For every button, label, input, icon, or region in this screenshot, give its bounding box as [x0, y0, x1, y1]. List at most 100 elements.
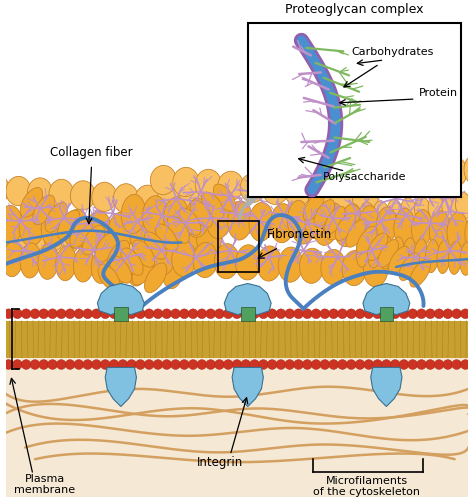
Ellipse shape: [179, 208, 201, 235]
Ellipse shape: [346, 219, 366, 247]
Ellipse shape: [20, 243, 41, 278]
Circle shape: [461, 360, 470, 369]
Ellipse shape: [0, 220, 14, 247]
Circle shape: [83, 309, 92, 319]
Circle shape: [118, 309, 128, 319]
Circle shape: [127, 309, 137, 319]
Circle shape: [21, 309, 31, 319]
Ellipse shape: [460, 242, 474, 275]
Polygon shape: [363, 284, 410, 315]
Ellipse shape: [164, 197, 188, 236]
Ellipse shape: [109, 256, 132, 283]
Ellipse shape: [178, 188, 202, 217]
Ellipse shape: [364, 252, 388, 287]
Ellipse shape: [218, 171, 244, 200]
Ellipse shape: [20, 187, 43, 217]
Ellipse shape: [121, 194, 146, 233]
Ellipse shape: [390, 161, 411, 190]
Ellipse shape: [278, 247, 303, 282]
Ellipse shape: [374, 201, 390, 228]
Polygon shape: [224, 284, 271, 315]
Circle shape: [276, 360, 286, 369]
Ellipse shape: [128, 231, 146, 259]
Circle shape: [171, 309, 181, 319]
Ellipse shape: [73, 247, 94, 282]
Circle shape: [188, 360, 198, 369]
Ellipse shape: [352, 183, 378, 212]
Circle shape: [179, 309, 189, 319]
Circle shape: [373, 309, 383, 319]
Ellipse shape: [94, 228, 113, 256]
Circle shape: [276, 309, 286, 319]
Text: Fibronectin: Fibronectin: [267, 228, 332, 241]
Ellipse shape: [464, 155, 474, 185]
Ellipse shape: [447, 212, 468, 249]
Ellipse shape: [414, 196, 430, 223]
Circle shape: [215, 360, 224, 369]
Ellipse shape: [469, 190, 474, 218]
Circle shape: [39, 309, 49, 319]
Ellipse shape: [56, 245, 76, 281]
Ellipse shape: [82, 225, 105, 255]
Bar: [219, 221, 259, 272]
Ellipse shape: [195, 169, 221, 198]
Circle shape: [285, 309, 295, 319]
Ellipse shape: [314, 200, 335, 227]
Ellipse shape: [387, 199, 403, 226]
Ellipse shape: [45, 202, 67, 232]
Circle shape: [329, 309, 338, 319]
Circle shape: [364, 309, 374, 319]
Bar: [6, 321, 468, 358]
Ellipse shape: [133, 240, 155, 267]
Circle shape: [346, 360, 356, 369]
Ellipse shape: [399, 253, 419, 281]
Ellipse shape: [167, 216, 189, 243]
Circle shape: [144, 360, 154, 369]
Circle shape: [461, 309, 470, 319]
Circle shape: [311, 360, 321, 369]
Circle shape: [373, 360, 383, 369]
Circle shape: [91, 360, 101, 369]
Ellipse shape: [152, 215, 178, 254]
Circle shape: [408, 360, 418, 369]
Circle shape: [162, 360, 172, 369]
FancyArrowPatch shape: [239, 196, 256, 218]
Ellipse shape: [408, 160, 430, 189]
Text: Collagen fiber: Collagen fiber: [50, 146, 133, 159]
Circle shape: [118, 360, 128, 369]
Ellipse shape: [303, 193, 324, 220]
Ellipse shape: [61, 225, 80, 253]
Circle shape: [434, 309, 444, 319]
Ellipse shape: [240, 173, 266, 202]
Text: Carbohydrates: Carbohydrates: [351, 47, 433, 57]
Ellipse shape: [95, 233, 117, 263]
Ellipse shape: [429, 211, 450, 248]
Circle shape: [293, 360, 303, 369]
Ellipse shape: [91, 248, 112, 284]
Circle shape: [399, 360, 409, 369]
Ellipse shape: [0, 205, 22, 244]
Ellipse shape: [155, 224, 178, 252]
Ellipse shape: [425, 239, 439, 273]
Ellipse shape: [379, 236, 392, 269]
Ellipse shape: [427, 158, 448, 187]
Text: Integrin: Integrin: [197, 455, 244, 468]
Ellipse shape: [472, 243, 474, 276]
Ellipse shape: [292, 205, 316, 244]
Ellipse shape: [2, 241, 23, 277]
Circle shape: [355, 309, 365, 319]
Circle shape: [364, 360, 374, 369]
Circle shape: [443, 360, 453, 369]
Circle shape: [100, 309, 110, 319]
Text: Proteoglycan complex: Proteoglycan complex: [285, 3, 423, 16]
Ellipse shape: [121, 248, 143, 275]
Ellipse shape: [257, 246, 282, 281]
Circle shape: [452, 309, 462, 319]
Circle shape: [337, 360, 347, 369]
Ellipse shape: [185, 198, 210, 237]
Circle shape: [83, 360, 92, 369]
Ellipse shape: [27, 178, 52, 207]
Circle shape: [206, 309, 216, 319]
Circle shape: [74, 309, 84, 319]
Ellipse shape: [162, 254, 183, 289]
